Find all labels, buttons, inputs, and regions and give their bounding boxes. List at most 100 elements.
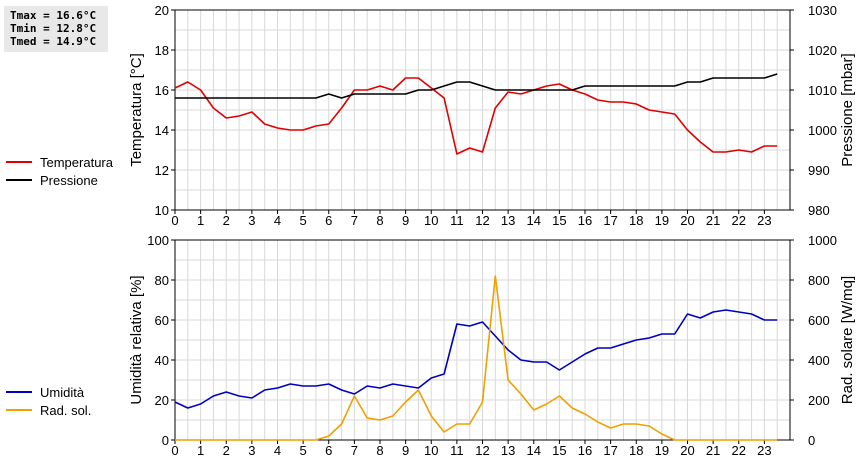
x-tick-label: 11 — [450, 213, 464, 228]
y-right-axis-title: Rad. solare [W/mq] — [839, 276, 856, 404]
x-tick-label: 5 — [300, 443, 307, 458]
x-tick-label: 4 — [274, 213, 281, 228]
x-tick-label: 2 — [223, 443, 230, 458]
legend-swatch-temperatura — [6, 161, 32, 163]
x-tick-label: 17 — [603, 213, 617, 228]
y-left-tick-label: 20 — [155, 393, 169, 408]
stat-tmed: Tmed = 14.9°C — [10, 35, 97, 48]
legend-label-temperatura: Temperatura — [40, 154, 113, 170]
y-left-tick-label: 10 — [155, 203, 169, 218]
y-right-tick-label: 980 — [808, 203, 830, 218]
x-tick-label: 23 — [757, 213, 771, 228]
x-tick-label: 18 — [629, 213, 643, 228]
y-left-axis-title: Temperatura [°C] — [128, 53, 145, 167]
x-tick-label: 20 — [680, 213, 694, 228]
x-tick-label: 12 — [475, 443, 489, 458]
x-tick-label: 21 — [706, 213, 720, 228]
series-line-pressione — [175, 73, 778, 99]
legend-top: Temperatura Pressione — [6, 153, 113, 189]
x-tick-label: 12 — [475, 213, 489, 228]
x-tick-label: 4 — [274, 443, 281, 458]
legend-swatch-radsol — [6, 409, 32, 411]
x-tick-label: 22 — [732, 443, 746, 458]
y-left-tick-label: 40 — [155, 353, 169, 368]
x-tick-label: 14 — [527, 443, 541, 458]
legend-swatch-pressione — [6, 179, 32, 181]
x-tick-label: 21 — [706, 443, 720, 458]
series-line-rad-sol- — [175, 275, 778, 441]
legend-label-umidita: Umidità — [40, 384, 85, 400]
x-tick-label: 9 — [402, 213, 409, 228]
y-right-tick-label: 1020 — [808, 43, 837, 58]
legend-item-temperatura: Temperatura — [6, 153, 113, 171]
x-tick-label: 3 — [248, 443, 255, 458]
y-right-tick-label: 600 — [808, 313, 830, 328]
y-left-tick-label: 100 — [147, 233, 169, 248]
x-tick-label: 19 — [655, 443, 669, 458]
x-tick-label: 16 — [578, 213, 592, 228]
y-left-tick-label: 20 — [155, 3, 169, 18]
y-left-tick-label: 16 — [155, 83, 169, 98]
y-right-tick-label: 1010 — [808, 83, 837, 98]
x-tick-label: 16 — [578, 443, 592, 458]
y-left-tick-label: 12 — [155, 163, 169, 178]
x-tick-label: 17 — [603, 443, 617, 458]
legend-label-radsol: Rad. sol. — [40, 402, 92, 418]
x-tick-label: 5 — [300, 213, 307, 228]
y-right-tick-label: 0 — [808, 433, 815, 448]
legend-label-pressione: Pressione — [40, 172, 98, 188]
x-tick-label: 19 — [655, 213, 669, 228]
legend-swatch-umidita — [6, 391, 32, 393]
x-tick-label: 10 — [424, 443, 438, 458]
x-tick-label: 8 — [376, 443, 383, 458]
y-left-tick-label: 60 — [155, 313, 169, 328]
x-tick-label: 7 — [351, 213, 358, 228]
y-left-tick-label: 14 — [155, 123, 169, 138]
legend-item-pressione: Pressione — [6, 171, 113, 189]
x-tick-label: 11 — [450, 443, 464, 458]
legend-bottom: Umidità Rad. sol. — [6, 383, 91, 419]
x-tick-label: 0 — [171, 213, 178, 228]
y-left-axis-title: Umidità relativa [%] — [128, 275, 145, 404]
x-tick-label: 18 — [629, 443, 643, 458]
x-tick-label: 14 — [527, 213, 541, 228]
x-tick-label: 13 — [501, 213, 515, 228]
y-right-tick-label: 990 — [808, 163, 830, 178]
x-tick-label: 15 — [552, 213, 566, 228]
x-tick-label: 0 — [171, 443, 178, 458]
y-right-axis-title: Pressione [mbar] — [839, 53, 856, 166]
x-tick-label: 22 — [732, 213, 746, 228]
y-right-tick-label: 1030 — [808, 3, 837, 18]
y-right-tick-label: 200 — [808, 393, 830, 408]
x-tick-label: 6 — [325, 213, 332, 228]
series-line-umidit- — [174, 309, 778, 409]
stat-tmax: Tmax = 16.6°C — [10, 9, 97, 22]
chart-panel-2: 0 1 2 3 4 5 6 7 8 9 10 11 12 13 14 15 16 17 18 19 20 21 22 2302… — [128, 233, 856, 458]
y-right-tick-label: 400 — [808, 353, 830, 368]
y-left-tick-label: 80 — [155, 273, 169, 288]
series-line-temperatura — [174, 77, 778, 155]
x-tick-label: 2 — [223, 213, 230, 228]
chart-panel-1: 0 1 2 3 4 5 6 7 8 9 10 11 12 13 14 15 16 17 18 19 20 21 22 23 10… — [128, 3, 856, 228]
y-right-tick-label: 800 — [808, 273, 830, 288]
x-tick-label: 8 — [376, 213, 383, 228]
x-tick-label: 20 — [680, 443, 694, 458]
x-tick-label: 23 — [757, 443, 771, 458]
legend-item-umidita: Umidità — [6, 383, 91, 401]
x-tick-label: 3 — [248, 213, 255, 228]
x-tick-label: 6 — [325, 443, 332, 458]
legend-item-radsol: Rad. sol. — [6, 401, 91, 419]
x-tick-label: 10 — [424, 213, 438, 228]
stats-box: Tmax = 16.6°C Tmin = 12.8°C Tmed = 14.9°… — [4, 6, 108, 52]
x-tick-label: 15 — [552, 443, 566, 458]
y-left-tick-label: 0 — [162, 433, 169, 448]
stat-tmin: Tmin = 12.8°C — [10, 22, 97, 35]
x-tick-label: 13 — [501, 443, 515, 458]
x-tick-label: 1 — [197, 443, 204, 458]
y-right-tick-label: 1000 — [808, 233, 837, 248]
y-left-tick-label: 18 — [155, 43, 169, 58]
x-tick-label: 7 — [351, 443, 358, 458]
x-tick-label: 9 — [402, 443, 409, 458]
y-right-tick-label: 1000 — [808, 123, 837, 138]
